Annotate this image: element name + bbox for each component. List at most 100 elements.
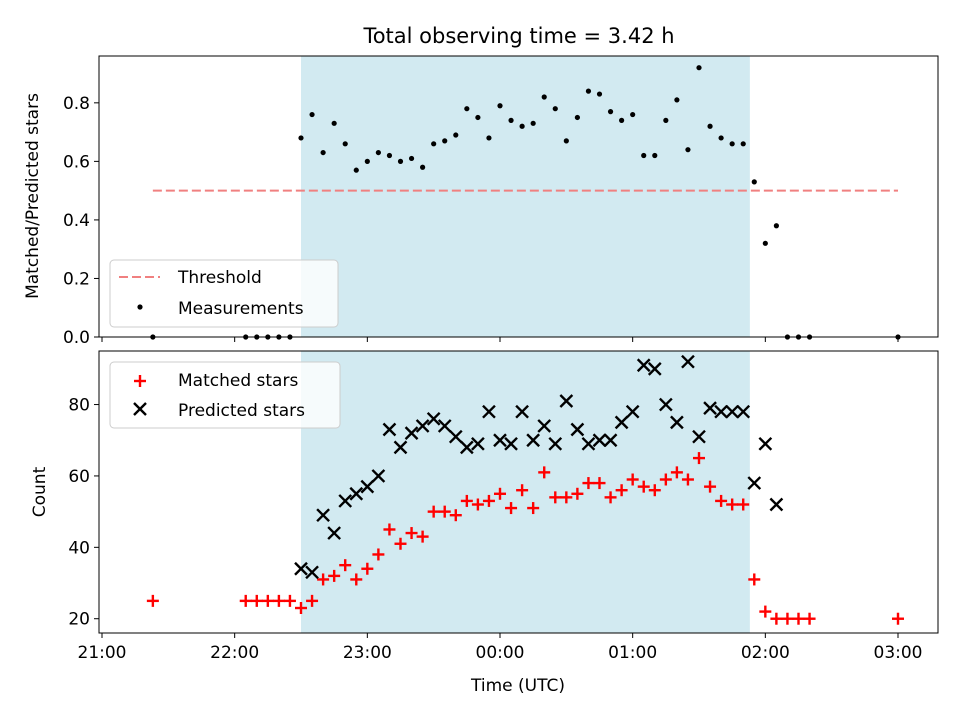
x-tick-label: 22:00: [210, 643, 259, 663]
matched-star-point: [892, 612, 904, 625]
measurement-point: [585, 88, 592, 94]
predicted-star-point: [625, 404, 640, 419]
measurement-point: [453, 132, 459, 138]
x-tick-label: 03:00: [874, 643, 923, 663]
measurement-point: [718, 135, 724, 141]
matched-star-point: [261, 594, 274, 607]
ratio-panel-shaded-interval: [301, 56, 750, 337]
matched-star-point: [460, 494, 473, 507]
predicted-star-point: [305, 565, 319, 580]
predicted-star-point: [294, 561, 308, 576]
legend-measurements-label: Measurements: [178, 299, 304, 319]
count-panel: Count Time (UTC) 20 40 60 80 21:00 22:00 23:0…: [30, 350, 939, 696]
predicted-star-point: [526, 433, 541, 448]
predicted-star-point: [736, 404, 751, 419]
matched-star-point: [449, 509, 462, 522]
x-tick-label: 23:00: [343, 643, 392, 663]
ratio-panel-y-ticks: 0.0 0.2 0.4 0.6 0.8: [63, 94, 99, 348]
predicted-star-point: [316, 508, 330, 523]
count-y-tick-label: 20: [68, 610, 90, 630]
matched-star-point: [770, 612, 783, 625]
matched-star-point: [681, 473, 694, 486]
matched-star-point: [527, 502, 540, 515]
predicted-star-point: [349, 486, 364, 501]
matched-star-point: [239, 594, 252, 607]
count-panel-y-ticks: 20 40 60 80: [68, 396, 99, 630]
matched-star-point: [350, 573, 363, 586]
measurement-point: [552, 106, 558, 112]
predicted-star-point: [747, 476, 762, 490]
matched-star-point: [659, 473, 672, 486]
measurement-point: [685, 147, 691, 153]
count-panel-y-axis-label: Count: [30, 466, 50, 517]
predicted-star-point: [537, 419, 552, 433]
ratio-panel-x-ticks: [101, 337, 899, 342]
measurement-point: [408, 155, 415, 162]
measurement-point: [486, 135, 492, 141]
predicted-star-point: [614, 415, 629, 430]
chart-title: Total observing time = 3.42 h: [362, 24, 674, 48]
count-y-tick-label: 60: [68, 467, 90, 487]
predicted-star-point: [327, 526, 342, 540]
measurement-point: [652, 152, 658, 159]
predicted-star-point: [504, 436, 518, 451]
ratio-legend-box: [109, 259, 339, 328]
matched-star-point: [505, 502, 518, 515]
matched-star-point: [781, 612, 794, 625]
measurement-point: [641, 152, 647, 159]
predicted-star-point: [758, 436, 773, 451]
predicted-star-point: [681, 354, 695, 369]
predicted-star-point: [415, 419, 430, 433]
count-panel-shaded-interval: [301, 351, 750, 633]
matched-star-point: [516, 484, 529, 497]
measurement-point: [740, 141, 746, 147]
matched-star-point: [803, 612, 816, 625]
measurement-point: [475, 114, 481, 121]
matched-star-point: [704, 480, 717, 493]
measurement-point: [386, 152, 393, 159]
count-y-tick-label: 40: [68, 538, 90, 558]
ratio-panel-y-axis-label: Matched/Predicted stars: [23, 93, 43, 299]
matched-star-point: [250, 594, 263, 607]
predicted-star-point: [393, 440, 408, 455]
measurement-point: [342, 141, 348, 147]
count-legend-box: [109, 361, 341, 429]
predicted-star-point: [360, 479, 375, 494]
matched-star-point: [339, 559, 352, 572]
measurement-point: [497, 103, 503, 109]
predicted-star-point: [592, 433, 607, 448]
measurement-point: [619, 117, 625, 123]
matched-star-point: [538, 466, 551, 479]
count-panel-frame: [98, 350, 939, 634]
matched-star-point: [549, 491, 562, 504]
matched-star-point: [416, 530, 429, 543]
predicted-star-point: [769, 497, 784, 512]
matched-star-point: [560, 491, 573, 504]
matched-star-point: [272, 594, 285, 607]
matched-star-point: [626, 473, 639, 486]
predicted-star-point: [570, 422, 585, 437]
matched-star-point: [306, 594, 319, 607]
predicted-star-point: [493, 433, 507, 448]
predicted-star-point: [636, 358, 651, 373]
predicted-star-point: [703, 401, 717, 415]
ratio-panel: Total observing time = 3.42 h Matched/Pr…: [23, 24, 939, 348]
x-tick-label: 21:00: [78, 643, 127, 663]
x-axis-label: Time (UTC): [470, 676, 565, 696]
measurement-point: [574, 114, 580, 121]
ratio-panel-legend: Threshold Measurements: [109, 259, 339, 328]
measurement-point: [442, 138, 448, 144]
measurement-point: [607, 109, 614, 115]
measurement-point: [563, 138, 569, 144]
predicted-star-point: [448, 429, 463, 444]
matched-star-point: [748, 573, 761, 586]
matched-star-point: [361, 562, 374, 575]
measurement-point: [729, 141, 735, 147]
measurement-point: [397, 158, 404, 164]
measurement-point: [762, 240, 768, 246]
measurement-point: [375, 149, 381, 156]
x-tick-label: 01:00: [608, 643, 657, 663]
legend-predicted-marker: [133, 402, 147, 416]
ratio-y-tick-label: 0.4: [63, 211, 90, 231]
